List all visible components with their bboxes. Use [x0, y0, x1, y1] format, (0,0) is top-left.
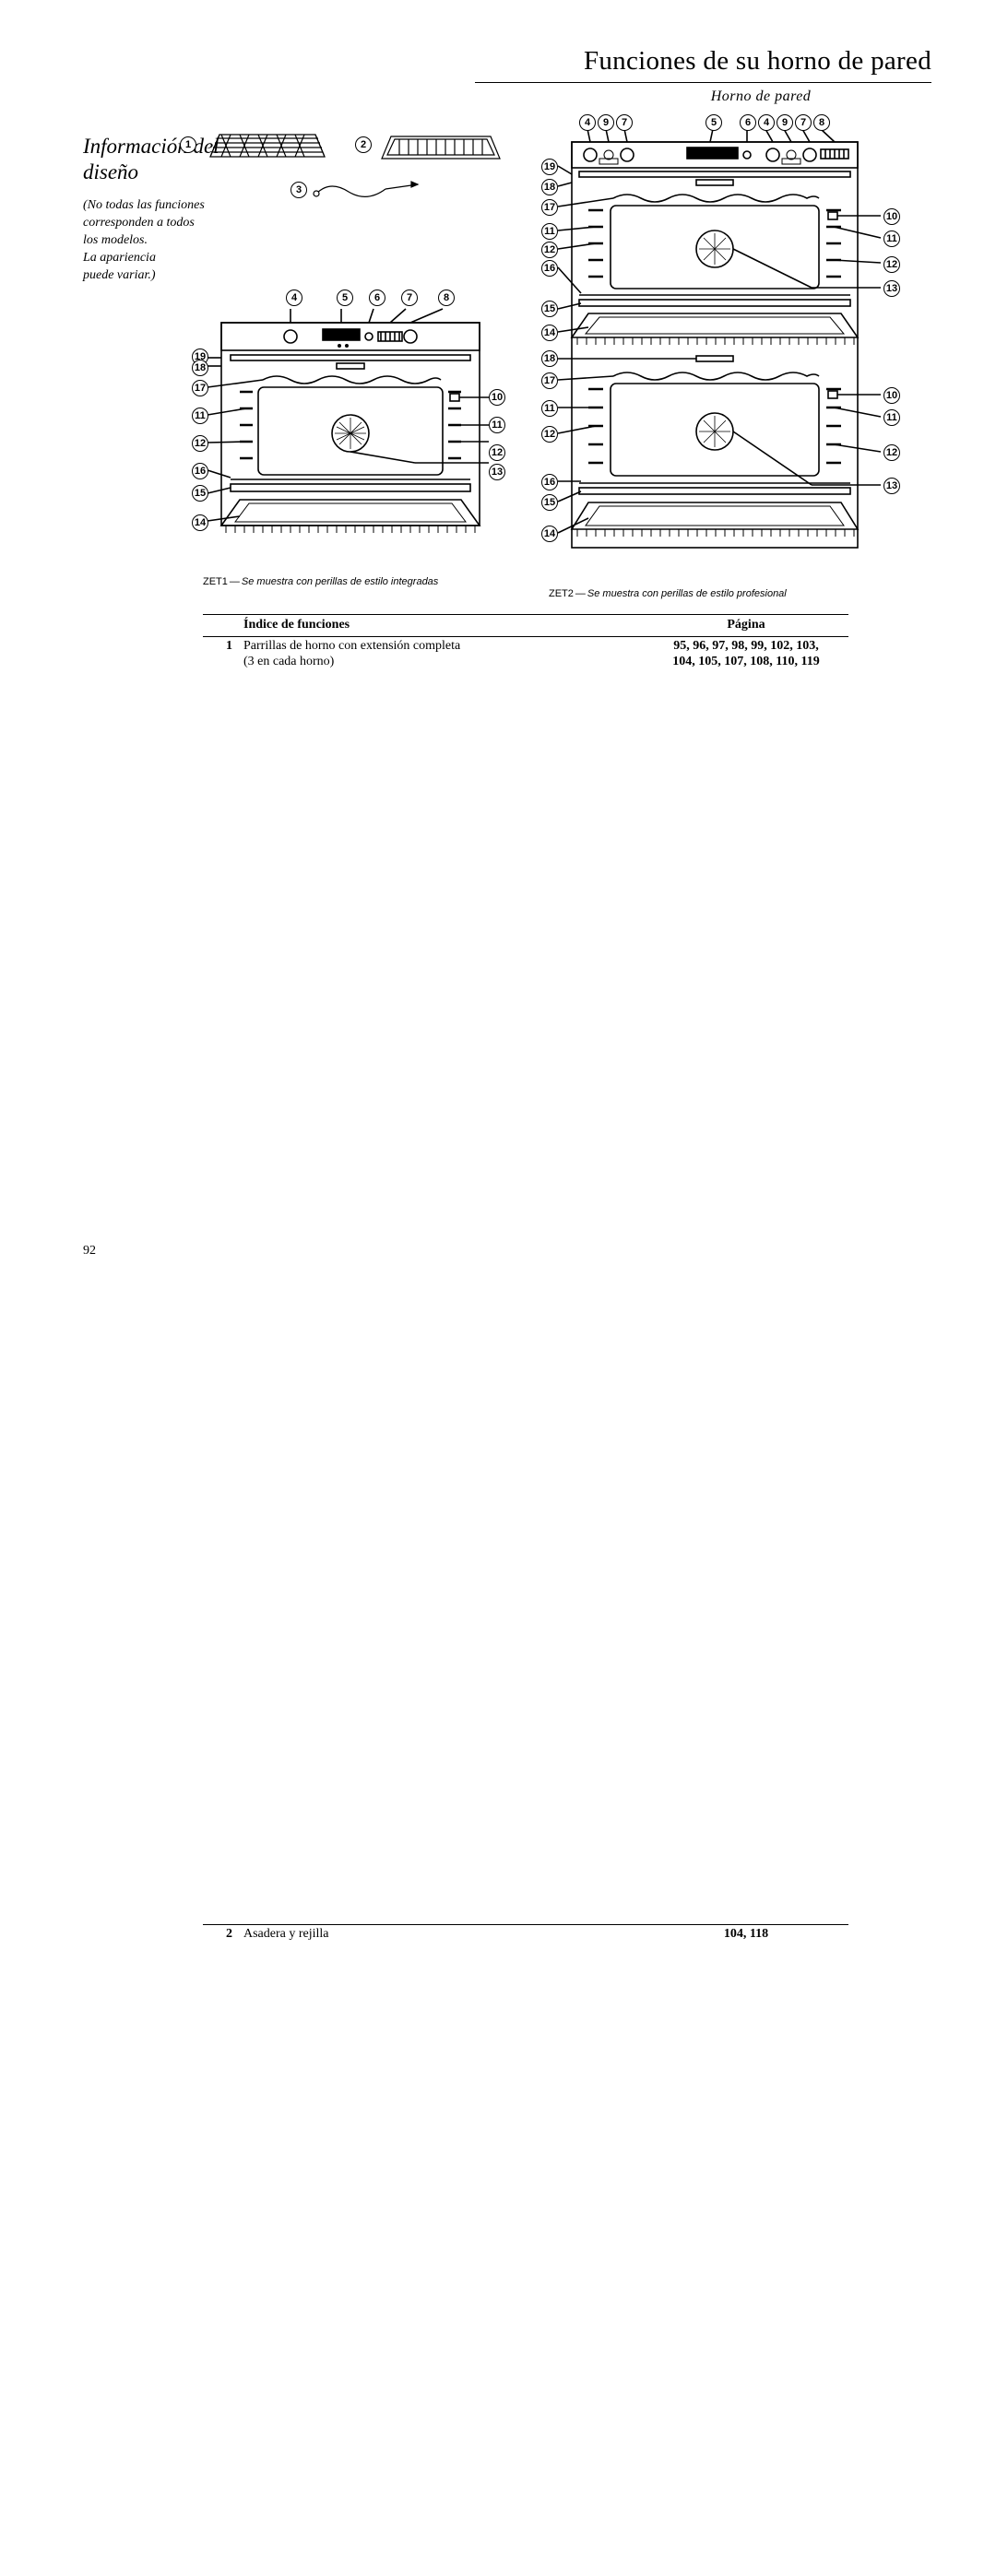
callout-circle: 14 — [541, 526, 558, 542]
callout-circle: 17 — [541, 372, 558, 389]
callout-circle: 10 — [489, 389, 505, 406]
callout-circle: 7 — [616, 114, 633, 131]
table-row: 1Parrillas de horno con extensión comple… — [203, 636, 848, 1924]
row-desc: Asadera y rejilla — [238, 1924, 644, 2576]
th-blank — [203, 615, 238, 637]
callout-circle: 15 — [541, 494, 558, 511]
row-desc: Parrillas de horno con extensión complet… — [238, 636, 644, 1924]
callout-circle: 9 — [777, 114, 793, 131]
callout-circle: 5 — [706, 114, 722, 131]
note-line: puede variar.) — [83, 268, 156, 282]
callout-circle: 8 — [813, 114, 830, 131]
page-title: Funciones de su horno de pared — [83, 46, 931, 77]
row-page: 104, 118 — [644, 1924, 848, 2576]
callout-circle: 16 — [541, 474, 558, 490]
callout-circle: 15 — [541, 301, 558, 317]
diagram-area: 1234567819181711121615141011121349756497… — [175, 120, 941, 599]
callout-circle: 7 — [401, 290, 418, 306]
callout-circle: 4 — [758, 114, 775, 131]
caption-sep: — — [228, 576, 242, 587]
callout-circle: 16 — [192, 463, 208, 479]
caption-desc: Se muestra con perillas de estilo profes… — [587, 588, 787, 599]
callout-circle: 14 — [192, 514, 208, 531]
row-num: 2 — [203, 1924, 238, 2576]
manual-page: Funciones de su horno de pared Horno de … — [0, 0, 996, 1288]
callout-circle: 15 — [192, 485, 208, 502]
callout-circle: 11 — [489, 417, 505, 433]
page-subtitle: Horno de pared — [590, 89, 931, 105]
single-oven-svg — [184, 295, 516, 562]
callout-circle: 11 — [192, 408, 208, 424]
oven-rack-icon — [203, 129, 332, 166]
callout-circle: 6 — [740, 114, 756, 131]
callout-circle: 18 — [192, 360, 208, 376]
callout-circle: 12 — [541, 426, 558, 443]
callout-circle: 12 — [489, 444, 505, 461]
callout-circle: 13 — [883, 478, 900, 494]
callout-circle: 17 — [541, 199, 558, 216]
callout-circle: 8 — [438, 290, 455, 306]
note-line: los modelos. — [83, 233, 148, 247]
single-oven-diagram — [184, 295, 516, 562]
callout-circle: 10 — [883, 387, 900, 404]
callout-circle: 12 — [541, 242, 558, 258]
note-line: La apariencia — [83, 251, 156, 265]
caption-model: ZET2 — [549, 588, 574, 599]
caption-desc: Se muestra con perillas de estilo integr… — [242, 576, 438, 587]
page-number: 92 — [83, 1244, 96, 1258]
feature-index-table: Índice de funciones Página 1Parrillas de… — [203, 614, 848, 2576]
callout-circle: 12 — [883, 256, 900, 273]
double-oven-svg — [535, 120, 931, 572]
callout-circle: 12 — [192, 435, 208, 452]
callout-circle: 9 — [598, 114, 614, 131]
caption-sep: — — [574, 588, 587, 599]
callout-circle: 4 — [579, 114, 596, 131]
callout-circle: 7 — [795, 114, 812, 131]
title-block: Funciones de su horno de pared — [83, 46, 931, 83]
callout-circle: 13 — [489, 464, 505, 480]
double-oven-diagram — [535, 120, 931, 572]
caption-model: ZET1 — [203, 576, 228, 587]
callout-circle: 11 — [883, 230, 900, 247]
probe-icon — [312, 175, 422, 203]
row-num: 1 — [203, 636, 238, 1924]
callout-circle: 3 — [290, 182, 307, 198]
caption-left: ZET1—Se muestra con perillas de estilo i… — [203, 576, 438, 587]
table-row: 2Asadera y rejilla104, 118 — [203, 1924, 848, 2576]
callout-circle: 17 — [192, 380, 208, 396]
title-rule — [475, 82, 931, 83]
callout-circle: 13 — [883, 280, 900, 297]
callout-circle: 6 — [369, 290, 385, 306]
callout-circle: 11 — [541, 223, 558, 240]
feature-tbody: 1Parrillas de horno con extensión comple… — [203, 636, 848, 2576]
row-page: 95, 96, 97, 98, 99, 102, 103,104, 105, 1… — [644, 636, 848, 1924]
table-header-row: Índice de funciones Página — [203, 615, 848, 637]
callout-circle: 18 — [541, 179, 558, 195]
broiler-pan-icon — [376, 129, 505, 166]
callout-circle: 18 — [541, 350, 558, 367]
parts-row — [175, 120, 526, 203]
callout-circle: 1 — [180, 136, 196, 153]
th-index: Índice de funciones — [238, 615, 644, 637]
callout-circle: 4 — [286, 290, 302, 306]
callout-circle: 10 — [883, 208, 900, 225]
callout-circle: 2 — [355, 136, 372, 153]
caption-right: ZET2—Se muestra con perillas de estilo p… — [549, 588, 787, 599]
callout-circle: 16 — [541, 260, 558, 277]
callout-circle: 14 — [541, 325, 558, 341]
callout-circle: 11 — [541, 400, 558, 417]
th-page: Página — [644, 615, 848, 637]
callout-circle: 11 — [883, 409, 900, 426]
callout-circle: 12 — [883, 444, 900, 461]
callout-circle: 5 — [337, 290, 353, 306]
callout-circle: 19 — [541, 159, 558, 175]
